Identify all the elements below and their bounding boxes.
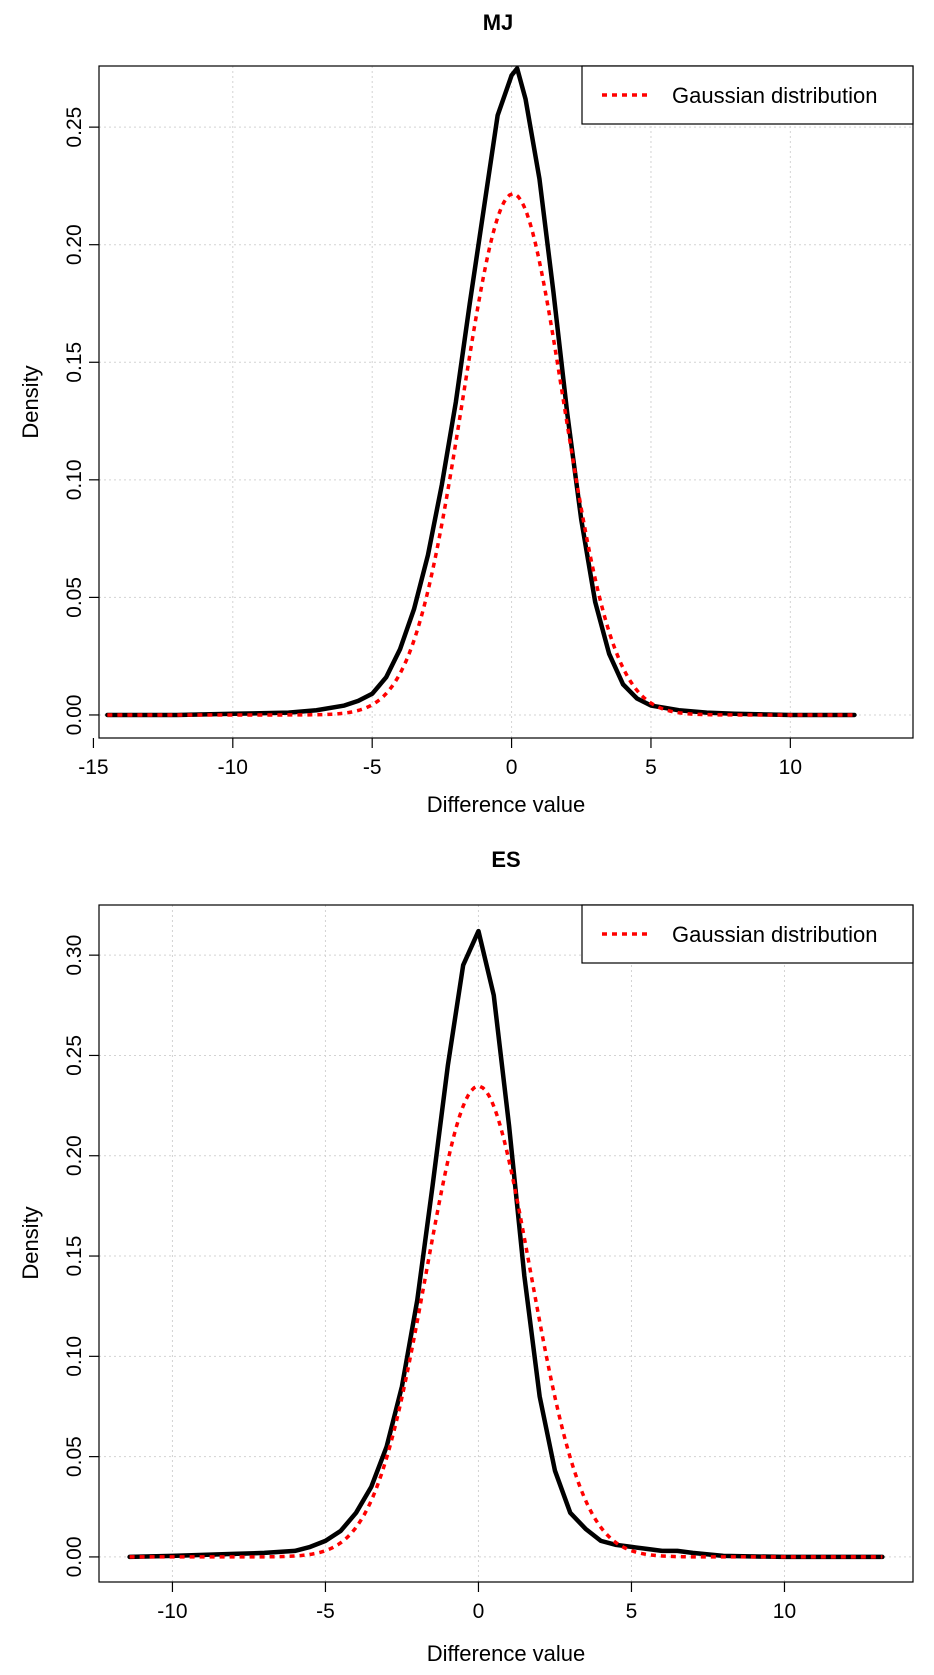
x-tick-label: 0 (473, 1600, 485, 1623)
x-tick-label: -5 (316, 1600, 335, 1623)
x-axis-label: Difference value (427, 792, 586, 817)
chart-mj: MJ -15 -10 -5 0 5 100.000.050.100.150.200.25 … (18, 10, 914, 817)
y-tick-label: 0.25 (63, 107, 86, 148)
legend-box (581, 65, 914, 125)
x-tick-label: -5 (363, 756, 382, 779)
y-tick-label: 0.05 (63, 577, 86, 618)
empirical-density-curve (105, 66, 857, 718)
legend-box (581, 904, 914, 964)
gaussian-curve (129, 1084, 883, 1559)
legend: Gaussian distribution (581, 904, 914, 964)
y-tick-label: 0.10 (63, 459, 86, 500)
y-tick-label: 0.10 (63, 1336, 86, 1377)
x-tick-label: -10 (157, 1600, 187, 1623)
x-tick-label: 0 (506, 756, 518, 779)
x-tick-label: 10 (779, 756, 802, 779)
y-tick-label: 0.30 (63, 935, 86, 976)
y-tick-label: 0.00 (63, 695, 86, 736)
y-axis-label: Density (18, 1206, 43, 1279)
chart-title: MJ (483, 10, 514, 35)
y-tick-label: 0.20 (63, 1135, 86, 1176)
y-axis-label: Density (18, 365, 43, 438)
y-tick-label: 0.15 (63, 1236, 86, 1277)
y-tick-label: 0.20 (63, 224, 86, 265)
y-tick-label: 0.25 (63, 1035, 86, 1076)
x-tick-label: 5 (645, 756, 657, 779)
legend: Gaussian distribution (581, 65, 914, 125)
chart-title: ES (491, 847, 520, 872)
plot-frame (98, 904, 914, 1583)
x-tick-label: -10 (218, 756, 248, 779)
chart-es: ES -10 -5 0 5 10 0.00 0.05 0.10 0.15 0.20 0.25 0.30… (18, 847, 914, 1666)
x-tick-label: 10 (773, 1600, 796, 1623)
x-tick-label: -15 (78, 756, 108, 779)
gaussian-curve (107, 192, 855, 717)
y-tick-label: 0.05 (63, 1436, 86, 1477)
x-tick-label: 5 (626, 1600, 638, 1623)
y-tick-label: 0.00 (63, 1536, 86, 1577)
plot-frame (98, 65, 914, 739)
legend-gaussian-label: Gaussian distribution (672, 83, 877, 108)
y-tick-label: 0.15 (63, 342, 86, 383)
empirical-density-curve (127, 928, 885, 1560)
x-axis-label: Difference value (427, 1641, 586, 1666)
legend-gaussian-label: Gaussian distribution (672, 922, 877, 947)
